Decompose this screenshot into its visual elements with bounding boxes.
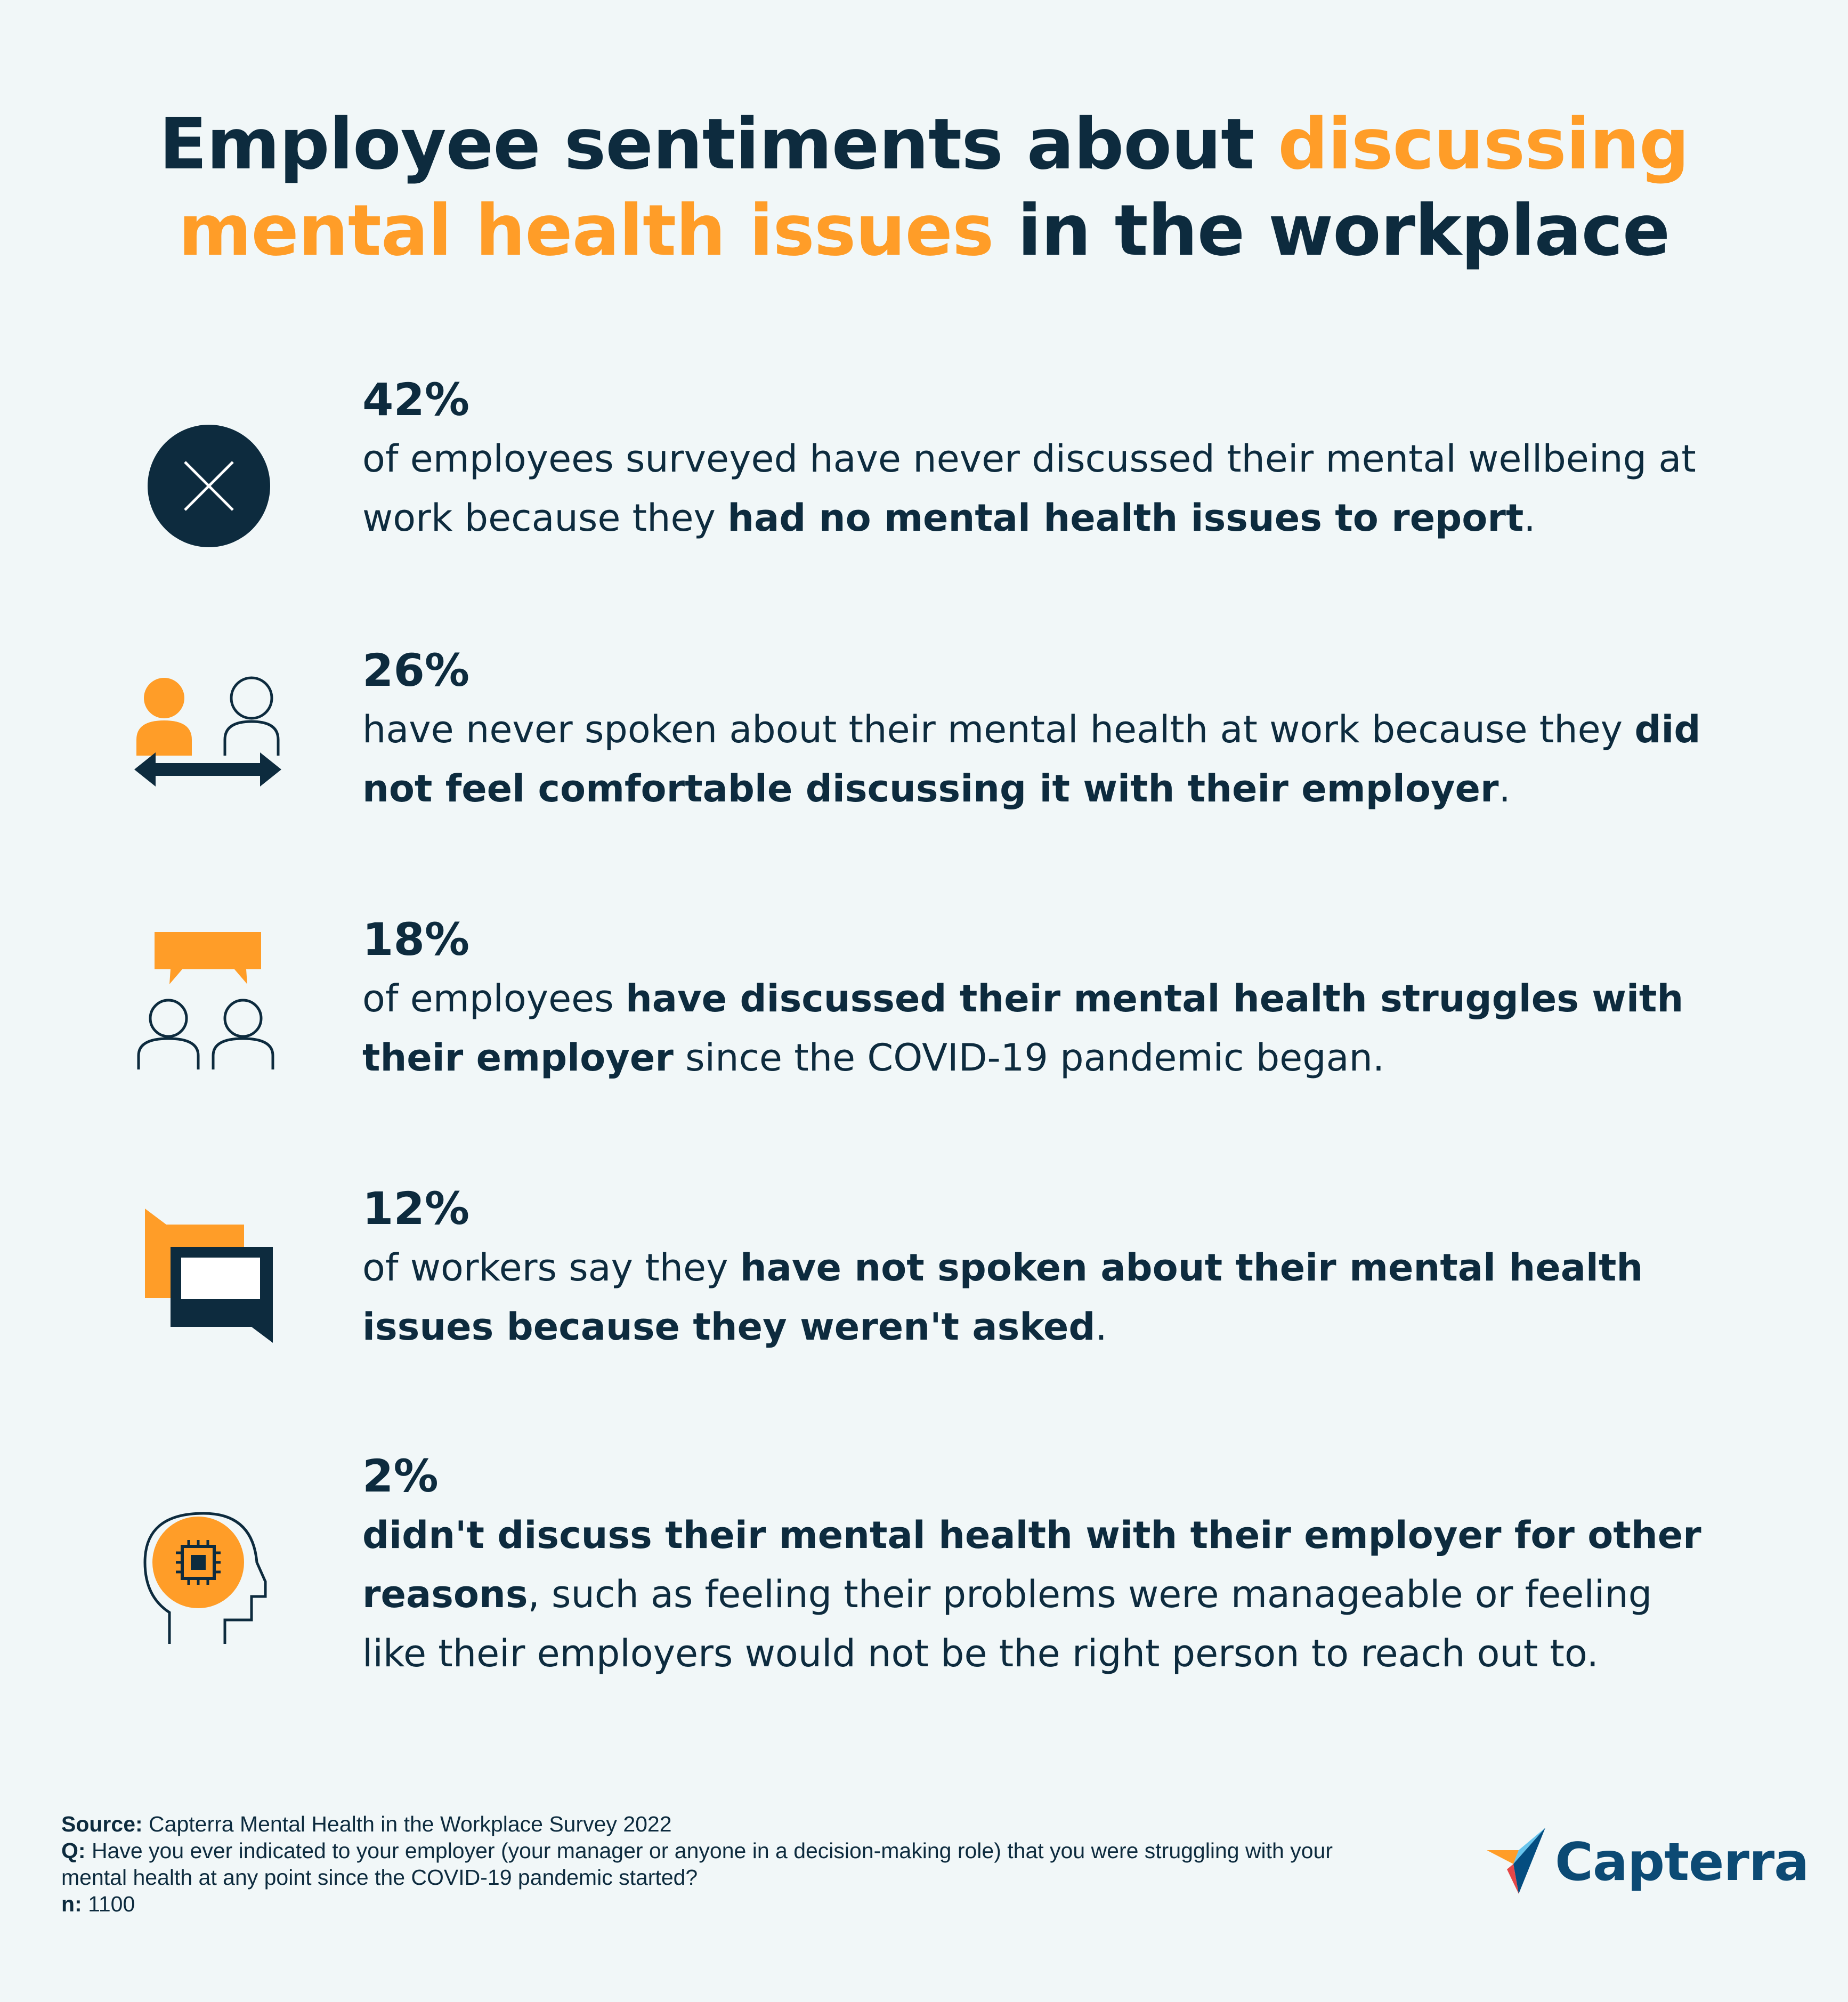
stat-description: of employees have discussed their mental… [362,969,1711,1088]
people-speech-bubble-icon [133,932,285,1084]
sample-size-line: n: 1100 [61,1891,1393,1917]
stat-text-12: 12% of workers say they have not spoken … [362,1182,1711,1357]
stat-desc-bold: didn't discuss their mental health with … [362,1513,1701,1616]
stat-description: of employees surveyed have never discuss… [362,429,1711,548]
stat-percent: 18% [362,913,470,966]
sample-size-label: n: [61,1892,82,1916]
title-highlight-1: discussing [1278,103,1689,185]
stat-desc-bold: had no mental health issues to report [727,496,1524,540]
source-value: Capterra Mental Health in the Workplace … [142,1812,672,1836]
stat-percent: 12% [362,1182,470,1235]
stat-desc-bold: did not feel comfortable discussing it w… [362,708,1701,810]
stat-text-2: 2% didn't discuss their mental health wi… [362,1449,1711,1683]
source-label: Source: [61,1812,143,1836]
sample-size-value: 1100 [82,1892,135,1916]
stat-desc-bold: have discussed their mental health strug… [362,977,1684,1080]
question-line: Q: Have you ever indicated to your emplo… [61,1837,1393,1891]
title-part-1: Employee sentiments about [159,103,1278,185]
stat-text-42: 42% of employees surveyed have never dis… [362,373,1711,548]
circle-x-icon [133,410,285,562]
capterra-logo-text: Capterra [1555,1832,1809,1893]
capterra-logo: Capterra [1487,1822,1809,1908]
stat-desc-end: . [1095,1305,1107,1349]
stat-percent: 26% [362,644,470,696]
stat-percent: 42% [362,374,470,426]
question-value: Have you ever indicated to your employer… [61,1838,1333,1890]
stat-description: of workers say they have not spoken abou… [362,1238,1711,1357]
two-people-arrow-icon [133,665,285,817]
question-label: Q: [61,1838,86,1863]
head-chip-icon [133,1503,285,1655]
stat-description: have never spoken about their mental hea… [362,700,1711,818]
title-part-4: in the workplace [993,190,1670,272]
stat-desc-text: of workers say they [362,1246,740,1290]
stat-desc-end: . [1498,767,1511,810]
footer-notes: Source: Capterra Mental Health in the Wo… [61,1811,1393,1917]
source-line: Source: Capterra Mental Health in the Wo… [61,1811,1393,1837]
stat-desc-text: of employees surveyed have never discuss… [362,437,1696,540]
stat-text-18: 18% of employees have discussed their me… [362,913,1711,1088]
capterra-arrow-icon [1487,1828,1545,1894]
stat-desc-end: , such as feeling their problems were ma… [362,1573,1652,1675]
stat-description: didn't discuss their mental health with … [362,1506,1711,1683]
stat-percent: 2% [362,1450,439,1502]
chat-bubbles-icon [133,1209,285,1360]
stat-desc-end: . [1523,496,1536,540]
stat-desc-text: of employees [362,977,626,1020]
title-highlight-2: mental health issues [178,190,994,272]
stat-desc-bold: have not spoken about their mental healt… [362,1246,1643,1349]
stat-desc-text: have never spoken about their mental hea… [362,708,1635,751]
page-title: Employee sentiments about discussing men… [0,101,1848,274]
stat-text-26: 26% have never spoken about their mental… [362,644,1711,818]
stat-desc-end: since the COVID-19 pandemic began. [673,1036,1385,1080]
